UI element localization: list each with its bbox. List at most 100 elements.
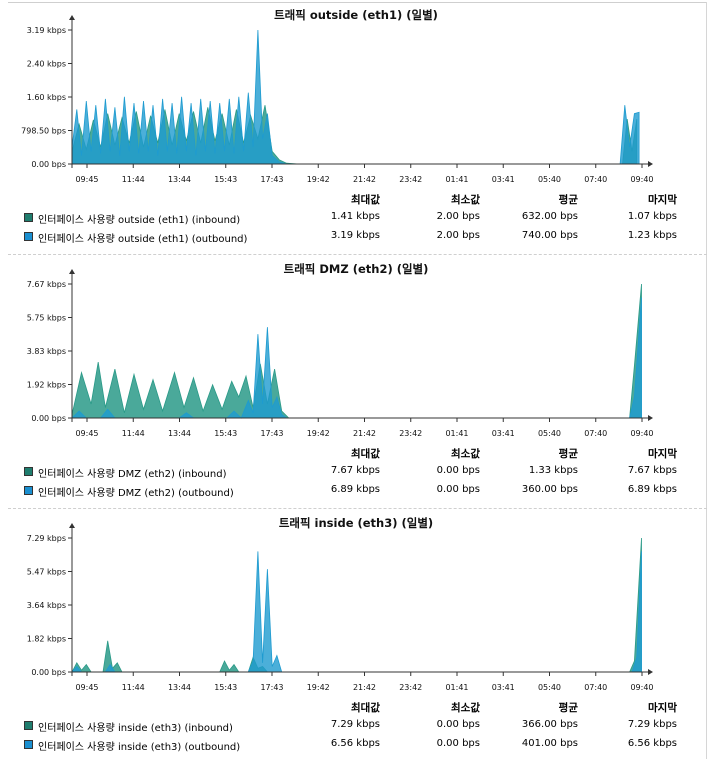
- panel-separator: [8, 254, 707, 255]
- stat-avg-value: 632.00 bps: [521, 211, 578, 222]
- x-tick-label: 23:42: [399, 683, 422, 692]
- y-tick-label: 1.60 kbps: [27, 93, 66, 102]
- x-tick-label: 23:42: [399, 175, 422, 184]
- stat-header: 최소값: [451, 194, 480, 206]
- panel-separator: [8, 508, 707, 509]
- y-tick-label: 5.47 kbps: [27, 568, 66, 577]
- x-tick-label: 17:43: [260, 175, 283, 184]
- legend-label: 인터페이스 사용량 DMZ (eth2) (outbound): [38, 488, 234, 499]
- y-axis-arrow: [69, 15, 75, 20]
- y-tick-label: 3.64 kbps: [27, 601, 66, 610]
- stat-header: 마지막: [648, 194, 677, 206]
- y-axis-arrow: [69, 523, 75, 528]
- y-tick-label: 798.50 bps: [21, 127, 66, 136]
- x-tick-label: 09:45: [75, 175, 98, 184]
- chart-title: 트래픽 inside (eth3) (일별): [278, 516, 434, 530]
- legend-label: 인터페이스 사용량 inside (eth3) (outbound): [38, 742, 241, 753]
- y-tick-label: 2.40 kbps: [27, 60, 66, 69]
- stat-max-value: 6.56 kbps: [330, 738, 380, 749]
- y-tick-label: 7.67 kbps: [27, 280, 66, 289]
- stat-max-value: 7.67 kbps: [330, 465, 380, 476]
- x-axis-arrow: [648, 161, 653, 167]
- series-area-inbound: [71, 537, 642, 673]
- traffic-panel-2: 트래픽 DMZ (eth2) (일별) 7.67 kbps 5.75 kbps 3.8…: [0, 254, 712, 504]
- stat-min-value: 2.00 bps: [436, 211, 480, 222]
- x-tick-label: 03:41: [492, 683, 515, 692]
- stat-header: 최대값: [351, 702, 380, 714]
- stat-min-value: 0.00 bps: [436, 465, 480, 476]
- stat-header: 평균: [558, 194, 578, 206]
- stat-avg-value: 366.00 bps: [521, 719, 578, 730]
- traffic-chart: 7.67 kbps 5.75 kbps 3.83 kbps 1.92 kbps 0.00…: [27, 269, 654, 438]
- x-tick-label: 07:40: [584, 429, 607, 438]
- traffic-panel-3: 트래픽 inside (eth3) (일별) 7.29 kbps 5.47 kbps…: [0, 508, 712, 758]
- x-tick-label: 07:40: [584, 175, 607, 184]
- x-tick-label: 01:41: [445, 429, 468, 438]
- stat-max-value: 6.89 kbps: [330, 484, 380, 495]
- y-tick-label: 7.29 kbps: [27, 534, 66, 543]
- legend-swatch-inbound: [24, 467, 33, 476]
- y-tick-label: 1.92 kbps: [27, 381, 66, 390]
- x-tick-label: 13:44: [168, 683, 191, 692]
- traffic-chart: 3.19 kbps 2.40 kbps 1.60 kbps 798.50 bps 0.0…: [21, 15, 654, 184]
- stat-last-value: 7.67 kbps: [627, 465, 677, 476]
- x-tick-label: 11:44: [122, 429, 145, 438]
- legend-label: 인터페이스 사용량 outside (eth1) (inbound): [38, 215, 241, 226]
- stat-header: 평균: [558, 702, 578, 714]
- stat-min-value: 2.00 bps: [436, 230, 480, 241]
- stat-header: 평균: [558, 448, 578, 460]
- x-tick-label: 05:40: [538, 175, 561, 184]
- x-tick-label: 07:40: [584, 683, 607, 692]
- stat-last-value: 7.29 kbps: [627, 719, 677, 730]
- stat-min-value: 0.00 bps: [436, 738, 480, 749]
- x-tick-label: 03:41: [492, 175, 515, 184]
- x-tick-label: 09:40: [630, 683, 653, 692]
- x-tick-label: 09:40: [630, 429, 653, 438]
- legend-label: 인터페이스 사용량 outside (eth1) (outbound): [38, 234, 248, 245]
- y-axis-arrow: [69, 269, 75, 274]
- stat-header: 최소값: [451, 702, 480, 714]
- x-tick-label: 15:43: [214, 429, 237, 438]
- y-tick-label: 1.82 kbps: [27, 635, 66, 644]
- right-border: [706, 2, 707, 759]
- x-axis-arrow: [648, 669, 653, 675]
- stat-min-value: 0.00 bps: [436, 719, 480, 730]
- stat-last-value: 6.56 kbps: [627, 738, 677, 749]
- x-tick-label: 11:44: [122, 683, 145, 692]
- x-tick-label: 01:41: [445, 683, 468, 692]
- series-area-outbound: [71, 29, 640, 165]
- x-tick-label: 19:42: [307, 175, 330, 184]
- stat-avg-value: 740.00 bps: [521, 230, 578, 241]
- traffic-panel-1: 트래픽 outside (eth1) (일별) 3.19 kbps 2.40 kbp…: [0, 0, 712, 250]
- x-tick-label: 15:43: [214, 683, 237, 692]
- y-tick-label: 3.19 kbps: [27, 26, 66, 35]
- legend-label: 인터페이스 사용량 inside (eth3) (inbound): [38, 723, 233, 734]
- traffic-chart: 7.29 kbps 5.47 kbps 3.64 kbps 1.82 kbps 0.00…: [27, 523, 654, 692]
- x-tick-label: 21:42: [353, 683, 376, 692]
- y-tick-label: 0.00 bps: [31, 160, 66, 169]
- stat-max-value: 3.19 kbps: [330, 230, 380, 241]
- legend-swatch-outbound: [24, 232, 33, 241]
- stat-avg-value: 1.33 kbps: [528, 465, 578, 476]
- y-tick-label: 3.83 kbps: [27, 347, 66, 356]
- stat-max-value: 7.29 kbps: [330, 719, 380, 730]
- stat-last-value: 6.89 kbps: [627, 484, 677, 495]
- x-tick-label: 09:45: [75, 683, 98, 692]
- x-tick-label: 19:42: [307, 683, 330, 692]
- y-tick-label: 0.00 bps: [31, 668, 66, 677]
- series-area-inbound: [71, 283, 642, 419]
- stat-header: 최소값: [451, 448, 480, 460]
- stat-header: 최대값: [351, 448, 380, 460]
- x-tick-label: 21:42: [353, 429, 376, 438]
- stat-last-value: 1.23 kbps: [627, 230, 677, 241]
- legend-swatch-outbound: [24, 486, 33, 495]
- x-tick-label: 05:40: [538, 429, 561, 438]
- legend-swatch-inbound: [24, 213, 33, 222]
- x-tick-label: 23:42: [399, 429, 422, 438]
- top-border: [8, 2, 707, 3]
- x-axis-arrow: [648, 415, 653, 421]
- stat-avg-value: 360.00 bps: [521, 484, 578, 495]
- stat-avg-value: 401.00 bps: [521, 738, 578, 749]
- x-tick-label: 19:42: [307, 429, 330, 438]
- stat-max-value: 1.41 kbps: [330, 211, 380, 222]
